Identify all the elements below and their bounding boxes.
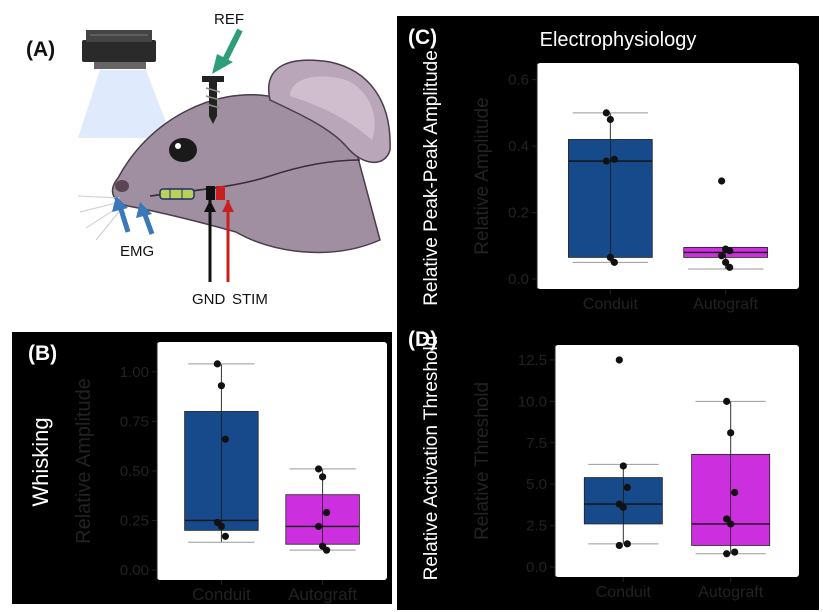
data-point: [615, 356, 623, 364]
data-point: [610, 155, 618, 163]
emg-arrow-icon: [112, 196, 155, 235]
stim-label: STIM: [232, 291, 268, 308]
panel-c-side-title: Relative Peak-Peak Amplitude: [421, 50, 442, 306]
y-axis-label: Relative Amplitude: [472, 97, 493, 254]
y-tick-label: 0.0: [508, 271, 529, 288]
data-point: [718, 252, 726, 260]
data-point: [315, 465, 323, 473]
data-point: [602, 109, 610, 117]
y-axis-label: Relative Threshold: [472, 382, 493, 540]
data-point: [718, 177, 726, 185]
data-point: [602, 157, 610, 165]
data-point: [315, 522, 323, 531]
ref-arrow-icon: [212, 28, 243, 74]
ref-label: REF: [214, 11, 244, 28]
panel-a-diagram: (A): [26, 11, 391, 308]
panel-a-label: (A): [26, 38, 55, 61]
data-point: [323, 508, 331, 517]
data-point: [217, 522, 225, 531]
panel-b-label: (B): [28, 342, 57, 365]
chart-b-whisking: Relative Amplitude 0.00 0.25 0.50 0.75 1.00 Co…: [73, 342, 387, 604]
data-point: [619, 503, 627, 511]
y-tick-label: 0.2: [508, 205, 529, 222]
data-point: [319, 473, 327, 481]
data-point: [217, 382, 225, 390]
data-point: [213, 360, 221, 368]
data-point: [723, 550, 731, 558]
data-point: [727, 520, 735, 528]
y-tick-label: 1.00: [120, 364, 149, 381]
data-point: [726, 247, 734, 255]
data-point: [723, 515, 731, 523]
panel-c-label: (C): [408, 26, 437, 49]
data-point: [221, 435, 229, 443]
panel-d-label: (D): [408, 328, 437, 351]
x-tick-label: Autograft: [288, 585, 357, 604]
data-point: [623, 540, 631, 548]
data-point: [221, 532, 229, 540]
y-tick-label: 0.4: [508, 138, 529, 155]
data-point: [323, 546, 331, 554]
data-point: [610, 258, 618, 266]
y-tick-label: 2.5: [526, 518, 547, 535]
data-point: [723, 397, 731, 405]
electrodes-icon: [204, 186, 234, 282]
y-tick-label: 0.50: [120, 463, 149, 480]
panel-b-side-title: Whisking: [28, 417, 53, 506]
y-tick-label: 0.25: [120, 512, 149, 529]
y-tick-label: 0.75: [120, 413, 149, 430]
light-source-icon: [78, 30, 172, 138]
panel-c-title: Electrophysiology: [540, 29, 697, 51]
emg-label: EMG: [120, 243, 154, 260]
data-point: [619, 462, 627, 470]
data-point: [606, 115, 614, 124]
data-point: [731, 548, 739, 556]
y-axis-label: Relative Amplitude: [73, 378, 95, 544]
y-tick-label: 0.0: [526, 559, 547, 576]
data-point: [606, 253, 614, 262]
x-tick-label: Conduit: [596, 584, 652, 601]
y-tick-label: 12.5: [518, 352, 547, 369]
x-tick-label: Autograft: [693, 296, 758, 313]
y-tick-label: 0.6: [508, 72, 529, 89]
y-tick-label: 10.0: [518, 393, 547, 410]
data-point: [727, 429, 735, 437]
mouse-head-illustration: [77, 59, 391, 254]
x-tick-label: Conduit: [192, 585, 251, 604]
x-tick-label: Autograft: [698, 584, 763, 601]
data-point: [722, 258, 730, 266]
panel-d-side-title: Relative Activation Threshold: [421, 336, 442, 581]
chart-c-peak-amplitude: Relative Amplitude 0.0 0.2 0.4 0.6 Conduit Aut…: [472, 63, 799, 313]
chart-d-activation-threshold: Relative Threshold 0.0 2.5 5.0 7.5 10.0 12.5 Co…: [472, 345, 799, 601]
data-point: [726, 263, 734, 271]
x-tick-label: Conduit: [583, 296, 639, 313]
data-point: [623, 483, 631, 492]
data-point: [731, 488, 739, 497]
y-tick-label: 5.0: [526, 476, 547, 493]
ref-screw-icon: [202, 76, 224, 124]
data-point: [615, 541, 623, 550]
y-tick-label: 7.5: [526, 435, 547, 452]
y-tick-label: 0.00: [120, 562, 149, 579]
gnd-label: GND: [192, 291, 226, 308]
